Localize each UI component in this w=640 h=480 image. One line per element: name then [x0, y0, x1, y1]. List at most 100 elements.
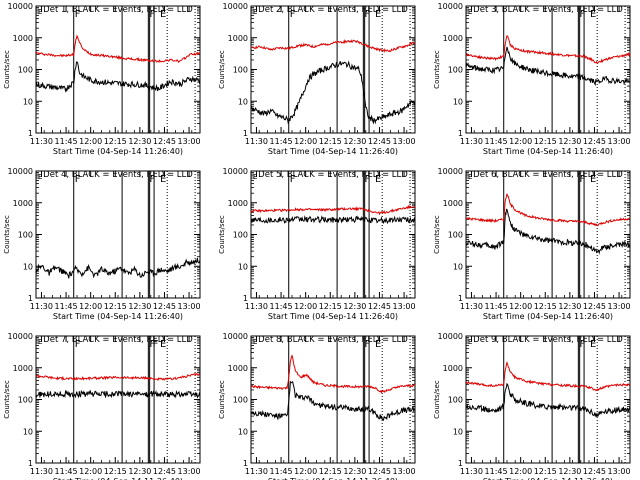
y-tick-label: 1000 [443, 199, 463, 208]
y-tick-label: 1 [28, 459, 33, 468]
plot-frame [35, 335, 201, 464]
x-tick-label: 11:45 [485, 137, 508, 146]
y-tick-label: 10 [238, 262, 248, 271]
x-tick-label: 13:00 [178, 137, 201, 146]
x-tick-label: 12:15 [534, 302, 557, 311]
y-tick-label: 10 [238, 427, 248, 436]
panel-title: Det 9, BLACK = Events, RED = LLD [473, 335, 623, 345]
x-tick-label: 12:45 [583, 302, 606, 311]
x-tick-label: 12:30 [128, 302, 151, 311]
y-tick-label: 10 [453, 262, 463, 271]
x-tick-label: 13:00 [178, 467, 201, 476]
y-tick-label: 10000 [8, 167, 33, 176]
x-tick-label: 12:30 [343, 137, 366, 146]
flag-marker-f: F [153, 339, 159, 350]
y-tick-label: 1000 [443, 34, 463, 43]
flag-marker-e: E [375, 339, 381, 350]
x-tick-label: 12:15 [104, 302, 127, 311]
x-tick-label: 13:00 [608, 137, 631, 146]
flag-marker-f: F [149, 174, 155, 185]
corner-marker: E [468, 338, 472, 346]
events-series-line [36, 389, 200, 399]
panel-det5: Det 5, BLACK = Events, RED = LLD 1 10 100 10… [218, 167, 416, 321]
x-axis-label: Start Time (04-Sep-14 11:26:40) [268, 477, 398, 480]
x-tick-label: 12:45 [153, 137, 176, 146]
events-series-line [36, 61, 200, 93]
x-tick-label: 12:00 [509, 137, 532, 146]
x-tick-label: 11:45 [55, 302, 78, 311]
flag-marker-f: F [364, 339, 370, 350]
y-tick-label: 10000 [438, 167, 463, 176]
x-axis-label: Start Time (04-Sep-14 11:26:40) [268, 147, 398, 156]
events-series-line [251, 215, 415, 225]
flag-marker-f: F [364, 9, 370, 20]
x-tick-label: 13:00 [393, 467, 416, 476]
y-tick-label: 10 [23, 97, 33, 106]
y-tick-label: 1 [28, 294, 33, 303]
x-tick-label: 12:30 [558, 467, 581, 476]
panel-title: Det 7, BLACK = Events, RED = LLD [43, 335, 193, 345]
y-tick-label: 1000 [13, 34, 33, 43]
events-series-line [466, 382, 630, 418]
plot-frame [250, 335, 416, 464]
events-series-line [251, 380, 415, 422]
x-tick-label: 13:00 [178, 302, 201, 311]
x-tick-label: 12:45 [368, 137, 391, 146]
corner-marker: E [38, 338, 42, 346]
x-tick-label: 11:45 [270, 467, 293, 476]
y-tick-label: 100 [448, 396, 463, 405]
plot-frame [465, 335, 631, 464]
x-axis-label: Start Time (04-Sep-14 11:26:40) [483, 477, 613, 480]
flag-marker-e: E [590, 174, 596, 185]
x-axis-label: Start Time (04-Sep-14 11:26:40) [268, 312, 398, 321]
lld-series-line [36, 373, 200, 382]
x-tick-label: 12:30 [128, 467, 151, 476]
x-tick-label: 11:30 [30, 467, 53, 476]
y-tick-label: 10 [453, 427, 463, 436]
x-tick-label: 13:00 [393, 302, 416, 311]
x-tick-label: 12:45 [583, 467, 606, 476]
panel-det8: Det 8, BLACK = Events, RED = LLD 1 10 100 10… [218, 332, 416, 480]
x-tick-label: 12:00 [294, 467, 317, 476]
y-axis-label: Counts/sec [3, 50, 11, 89]
panel-det6: Det 6, BLACK = Events, RED = LLD 1 10 100 10… [433, 167, 631, 321]
x-tick-label: 11:45 [270, 137, 293, 146]
flag-marker-e: E [590, 9, 596, 20]
y-tick-label: 100 [18, 66, 33, 75]
y-tick-label: 1 [243, 459, 248, 468]
lld-series-line [36, 34, 200, 64]
x-tick-label: 11:30 [460, 302, 483, 311]
x-tick-label: 13:00 [393, 137, 416, 146]
x-tick-label: 11:30 [460, 137, 483, 146]
panel-title: Det 8, BLACK = Events, RED = LLD [258, 335, 408, 345]
panel-title: Det 4, BLACK = Events, RED = LLD [43, 170, 193, 180]
corner-marker: E [468, 173, 472, 181]
x-tick-label: 12:00 [294, 302, 317, 311]
x-tick-label: 11:30 [30, 137, 53, 146]
flag-marker-f: F [75, 339, 81, 350]
x-axis-label: Start Time (04-Sep-14 11:26:40) [53, 477, 183, 480]
x-tick-label: 13:00 [608, 302, 631, 311]
corner-marker: E [468, 8, 472, 16]
flag-marker-f: F [579, 174, 585, 185]
x-tick-label: 12:45 [368, 467, 391, 476]
x-tick-label: 11:45 [270, 302, 293, 311]
corner-marker: E [38, 173, 42, 181]
x-axis-label: Start Time (04-Sep-14 11:26:40) [53, 312, 183, 321]
corner-marker: E [253, 8, 257, 16]
y-tick-label: 10000 [8, 332, 33, 341]
flag-marker-e: E [375, 174, 381, 185]
x-tick-label: 11:30 [460, 467, 483, 476]
x-tick-label: 12:00 [79, 302, 102, 311]
events-series-line [466, 46, 630, 87]
panel-det3: Det 3, BLACK = Events, RED = LLD 1 10 100 10… [433, 2, 631, 156]
plot-frame [465, 170, 631, 299]
y-axis-label: Counts/sec [218, 50, 226, 89]
y-tick-label: 1000 [228, 199, 248, 208]
flag-marker-e: E [375, 9, 381, 20]
x-tick-label: 13:00 [608, 467, 631, 476]
y-tick-label: 10000 [223, 332, 248, 341]
x-tick-label: 11:45 [55, 467, 78, 476]
lld-series-line [251, 38, 415, 53]
x-tick-label: 12:15 [104, 467, 127, 476]
